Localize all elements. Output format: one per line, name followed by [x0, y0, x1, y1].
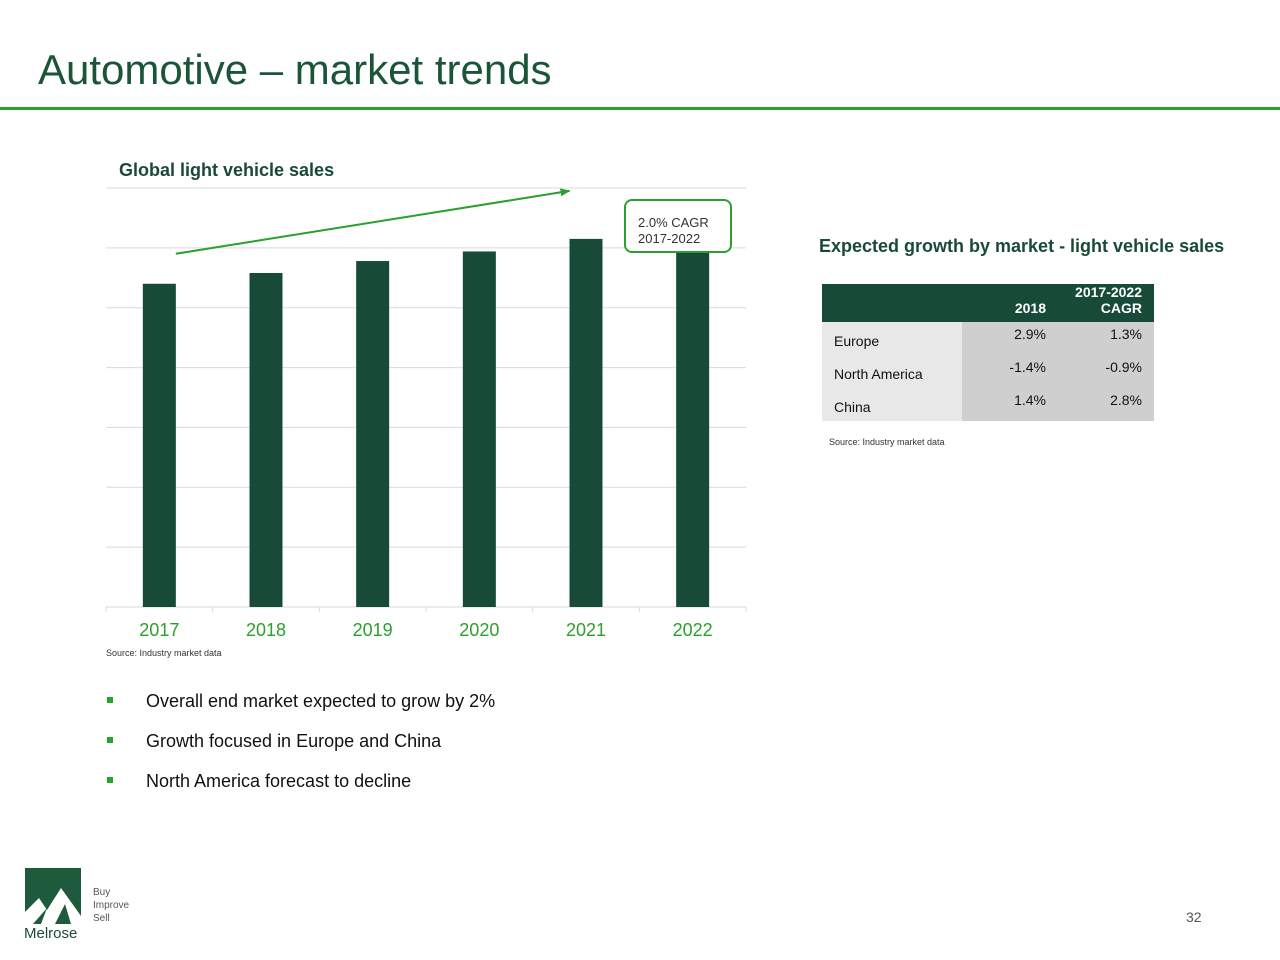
market-name: China — [822, 388, 962, 421]
table-header-cagr: 2017-2022 CAGR — [1058, 284, 1154, 322]
square-bullet-icon — [107, 697, 113, 703]
table-row: North America -1.4% -0.9% — [822, 355, 1154, 388]
table-header-2018: 2018 — [962, 284, 1058, 322]
x-tick-label: 2019 — [353, 620, 393, 640]
bullet-item: Growth focused in Europe and China — [107, 730, 495, 770]
table-header-market — [822, 284, 962, 322]
cagr-arrow — [175, 188, 571, 255]
cagr-callout-period: 2017-2022 — [638, 231, 701, 246]
logo-wordmark: Melrose — [24, 925, 78, 942]
bar — [142, 283, 176, 607]
bar — [249, 272, 283, 607]
bar-chart: 2017 2018 2019 2020 2021 2022 — [105, 187, 747, 640]
x-tick-label: 2021 — [566, 620, 606, 640]
x-tick-label: 2020 — [459, 620, 499, 640]
bullet-item: North America forecast to decline — [107, 770, 495, 810]
chart-tick-labels: 2017 2018 2019 2020 2021 2022 — [139, 620, 712, 640]
chart-source-note: Source: Industry market data — [106, 648, 222, 658]
x-tick-label: 2018 — [246, 620, 286, 640]
growth-table: 2018 2017-2022 CAGR Europe 2.9% 1.3% Nor… — [822, 284, 1154, 421]
tagline-line: Buy — [93, 887, 111, 898]
bullet-item: Overall end market expected to grow by 2… — [107, 690, 495, 730]
bullet-text: North America forecast to decline — [146, 771, 412, 791]
table-row: China 1.4% 2.8% — [822, 388, 1154, 421]
growth-2018: 1.4% — [962, 388, 1058, 421]
growth-2018: 2.9% — [962, 322, 1058, 355]
page-number: 32 — [1186, 909, 1202, 925]
bar — [462, 251, 496, 607]
bar — [569, 238, 603, 607]
bar — [676, 223, 710, 607]
growth-cagr: -0.9% — [1058, 355, 1154, 388]
cagr-callout: 2.0% CAGR 2017-2022 — [624, 199, 732, 253]
bullet-text: Growth focused in Europe and China — [146, 731, 442, 751]
x-tick-label: 2022 — [673, 620, 713, 640]
chart-x-axis — [105, 606, 747, 612]
tagline-line: Improve — [93, 900, 130, 911]
bullet-text: Overall end market expected to grow by 2… — [146, 691, 496, 711]
tagline-line: Sell — [93, 913, 110, 924]
bar — [356, 261, 390, 607]
market-name: Europe — [822, 322, 962, 355]
square-bullet-icon — [107, 737, 113, 743]
table-header-row: 2018 2017-2022 CAGR — [822, 284, 1154, 322]
table-source-note: Source: Industry market data — [829, 437, 945, 447]
page-title: Automotive – market trends — [38, 46, 552, 93]
growth-cagr: 1.3% — [1058, 322, 1154, 355]
table-header-cagr-text: 2017-2022 CAGR — [1075, 284, 1142, 316]
chart-bars — [142, 223, 710, 607]
growth-cagr: 2.8% — [1058, 388, 1154, 421]
square-bullet-icon — [107, 777, 113, 783]
table-row: Europe 2.9% 1.3% — [822, 322, 1154, 355]
market-name: North America — [822, 355, 962, 388]
table-title: Expected growth by market - light vehicl… — [819, 236, 1225, 256]
mountain-logo-icon — [25, 868, 81, 924]
chart-title: Global light vehicle sales — [119, 160, 335, 180]
bullet-list: Overall end market expected to grow by 2… — [107, 690, 495, 810]
title-divider — [0, 107, 1280, 110]
x-tick-label: 2017 — [139, 620, 179, 640]
cagr-callout-rate: 2.0% CAGR — [638, 215, 709, 230]
growth-2018: -1.4% — [962, 355, 1058, 388]
tagline: Buy Improve Sell — [93, 886, 129, 925]
